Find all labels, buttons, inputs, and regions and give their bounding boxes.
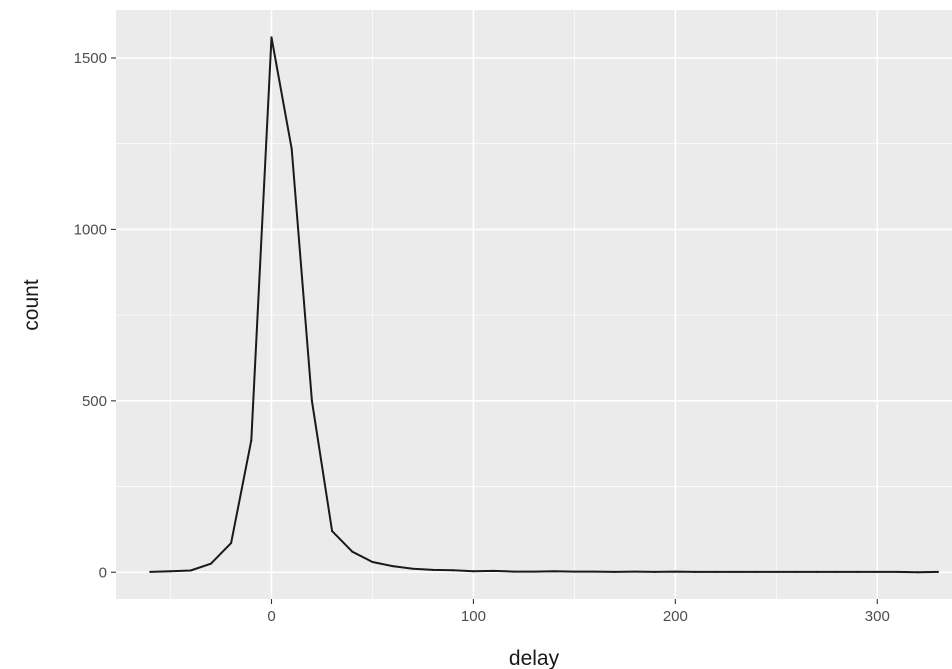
- y-tick-label: 0: [99, 564, 107, 581]
- data-point: [795, 570, 798, 573]
- data-point: [189, 569, 192, 572]
- x-tick-label: 0: [267, 608, 275, 625]
- y-tick-label: 1000: [74, 221, 107, 238]
- data-point: [331, 530, 334, 533]
- data-point: [634, 570, 636, 573]
- data-point: [290, 147, 293, 150]
- y-tick-label: 500: [82, 393, 107, 410]
- x-tick-label: 100: [461, 608, 486, 625]
- data-point: [613, 570, 616, 573]
- data-point: [149, 570, 152, 573]
- y-axis-title: count: [20, 279, 43, 331]
- data-point: [169, 570, 172, 573]
- data-points-layer: [149, 36, 939, 574]
- data-point: [492, 569, 495, 572]
- data-point: [472, 570, 475, 573]
- data-point: [654, 570, 657, 573]
- data-point: [593, 570, 596, 573]
- data-point: [533, 570, 535, 573]
- data-point: [573, 570, 576, 573]
- data-point: [674, 570, 677, 573]
- x-axis: 0 100 200 300: [267, 599, 890, 625]
- count-line: [149, 36, 939, 574]
- x-tick-label: 300: [865, 608, 890, 625]
- plot-panel: [116, 10, 952, 599]
- data-point: [310, 399, 313, 402]
- data-point: [209, 562, 212, 565]
- data-point: [835, 570, 838, 573]
- series-layer: [149, 36, 939, 574]
- data-point: [856, 570, 859, 573]
- data-point: [714, 570, 717, 573]
- data-point: [512, 570, 515, 573]
- data-point: [411, 567, 414, 570]
- data-point: [775, 570, 778, 573]
- data-point: [876, 570, 879, 573]
- data-point: [270, 36, 273, 39]
- data-point: [250, 439, 253, 442]
- x-tick-label: 200: [663, 608, 688, 625]
- data-point: [553, 570, 556, 573]
- data-point: [230, 542, 233, 545]
- data-point: [896, 570, 899, 573]
- data-point: [936, 570, 939, 573]
- data-point: [371, 561, 374, 563]
- x-axis-title: delay: [509, 647, 560, 669]
- data-point: [391, 565, 394, 568]
- data-point: [815, 570, 818, 573]
- y-axis: 0 500 1000 1500: [74, 50, 116, 581]
- data-point: [755, 570, 758, 573]
- data-point: [916, 571, 919, 574]
- data-point: [351, 550, 354, 553]
- data-point: [432, 568, 434, 571]
- data-point: [734, 570, 737, 573]
- y-tick-label: 1500: [74, 50, 107, 67]
- data-point: [694, 570, 697, 573]
- grid-lines: [116, 10, 952, 599]
- data-point: [452, 569, 455, 572]
